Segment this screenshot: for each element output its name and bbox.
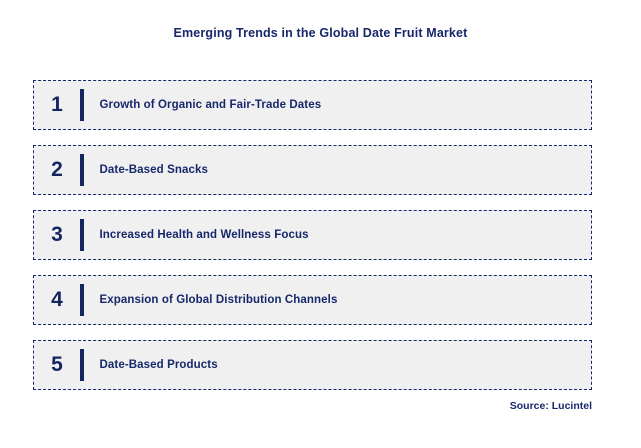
- trend-list: 1 Growth of Organic and Fair-Trade Dates…: [33, 80, 592, 390]
- trend-label: Date-Based Products: [99, 359, 218, 371]
- source-attribution: Source: Lucintel: [509, 400, 592, 412]
- list-item: 3 Increased Health and Wellness Focus: [33, 210, 592, 260]
- divider-bar: [80, 89, 84, 121]
- divider-bar: [80, 349, 84, 381]
- list-item: 4 Expansion of Global Distribution Chann…: [33, 275, 592, 325]
- trend-label: Increased Health and Wellness Focus: [99, 229, 309, 241]
- trend-label: Expansion of Global Distribution Channel…: [99, 294, 338, 306]
- divider-bar: [80, 284, 84, 316]
- trend-number: 3: [51, 222, 63, 246]
- divider-bar: [80, 219, 84, 251]
- page-title: Emerging Trends in the Global Date Fruit…: [173, 26, 468, 40]
- trend-label: Date-Based Snacks: [99, 164, 208, 176]
- list-item: 5 Date-Based Products: [33, 340, 592, 390]
- trend-number: 1: [51, 92, 63, 116]
- trend-number: 5: [51, 352, 63, 376]
- list-item: 2 Date-Based Snacks: [33, 145, 592, 195]
- trend-number: 2: [51, 157, 63, 181]
- trend-label: Growth of Organic and Fair-Trade Dates: [99, 99, 322, 111]
- trend-number: 4: [51, 287, 63, 311]
- divider-bar: [80, 154, 84, 186]
- list-item: 1 Growth of Organic and Fair-Trade Dates: [33, 80, 592, 130]
